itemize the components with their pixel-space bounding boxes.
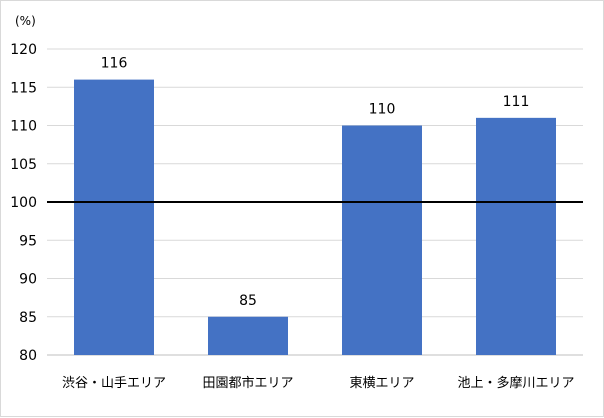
data-labels: 116 85 110 111 [101,56,530,309]
x-axis-categories: 渋谷・山手エリア 田園都市エリア 東横エリア 池上・多摩川エリア [62,375,575,391]
y-unit-label: (%) [15,14,36,28]
y-tick-label: 80 [19,348,37,364]
y-tick-label: 85 [19,310,37,326]
y-tick-label: 110 [10,119,37,135]
y-tick-label: 120 [10,42,37,58]
y-tick-label: 90 [19,272,37,288]
bar [476,117,556,355]
y-tick-label: 115 [10,80,37,96]
bar [342,125,422,355]
y-tick-label: 95 [19,233,37,249]
bars [74,79,556,355]
y-tick-label: 105 [10,157,37,173]
bar-value-label: 85 [239,293,257,309]
bar [208,316,288,355]
bar-value-label: 116 [101,56,128,72]
category-label: 田園都市エリア [202,375,293,391]
category-label: 東横エリア [349,375,414,391]
category-label: 渋谷・山手エリア [62,376,166,391]
bar-value-label: 111 [503,94,530,110]
category-label: 池上・多摩川エリア [457,375,574,391]
bar-value-label: 110 [369,102,396,118]
y-tick-label: 100 [10,195,37,211]
y-axis-ticks: 80 85 90 95 100 105 110 115 120 [10,42,37,364]
bar [74,79,154,355]
